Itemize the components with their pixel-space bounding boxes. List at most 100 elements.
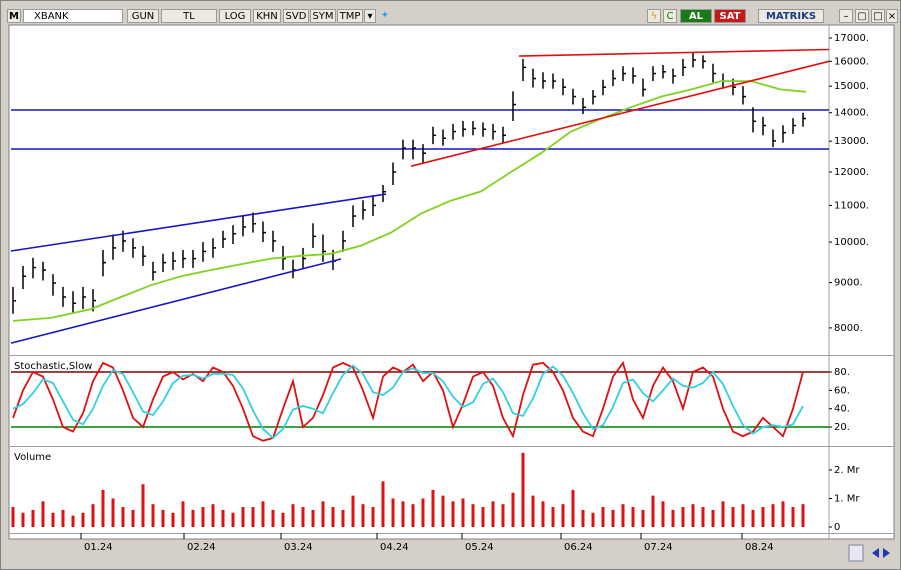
volume-bar — [201, 507, 205, 528]
y-tick-label: 8000. — [834, 323, 863, 334]
volume-bar — [161, 509, 165, 528]
volume-bar — [621, 504, 625, 528]
moving-average — [12, 80, 807, 322]
toolbar-button[interactable]: TL — [161, 9, 217, 23]
volume-bar — [351, 495, 355, 528]
buy-button[interactable]: AL — [680, 9, 712, 23]
volume-bar — [551, 507, 555, 528]
y-tick-label: 13000. — [834, 136, 869, 147]
symbol-field[interactable]: XBANK — [23, 9, 123, 23]
volume-bar — [501, 504, 505, 528]
volume-bar — [301, 507, 305, 528]
x-tick-label: 05.24 — [465, 542, 494, 553]
volume-bar — [221, 509, 225, 528]
volume-bar — [661, 501, 665, 528]
volume-bar — [61, 509, 65, 528]
y-tick-label: 20. — [834, 422, 850, 433]
volume-bar — [461, 498, 465, 528]
x-tick-label: 06.24 — [564, 542, 593, 553]
volume-bar — [791, 507, 795, 528]
panel-title: Stochastic,Slow — [14, 361, 92, 372]
volume-bar — [711, 509, 715, 528]
volume-bar — [51, 512, 55, 528]
dropdown[interactable]: ▾ — [364, 9, 376, 23]
volume-bar — [81, 512, 85, 528]
volume-bar — [511, 492, 515, 528]
volume-bar — [171, 512, 175, 528]
volume-bar — [611, 509, 615, 528]
volume-bar — [681, 507, 685, 528]
toolbar-button[interactable]: GUN — [127, 9, 159, 23]
volume-bar — [521, 452, 525, 528]
volume-bar — [91, 504, 95, 528]
logo[interactable]: M — [7, 9, 21, 23]
volume-bar — [541, 501, 545, 528]
volume-bar — [261, 501, 265, 528]
volume-bar — [731, 507, 735, 528]
y-tick-label: 15000. — [834, 81, 869, 92]
alert-icon[interactable]: ϟ — [647, 9, 661, 23]
volume-bar — [21, 512, 25, 528]
volume-bar — [701, 507, 705, 528]
y-tick-label: 40. — [834, 404, 850, 415]
volume-bar — [71, 515, 75, 528]
volume-bar — [181, 501, 185, 528]
share-icon[interactable]: ✦ — [380, 10, 390, 21]
volume-bar — [121, 507, 125, 528]
chart-area — [8, 24, 895, 540]
volume-bar — [131, 509, 135, 528]
volume-bar — [291, 504, 295, 528]
volume-bar — [151, 504, 155, 528]
volume-bar — [191, 509, 195, 528]
volume-bar — [571, 489, 575, 528]
volume-bar — [531, 495, 535, 528]
volume-bar — [771, 504, 775, 528]
x-tick-label: 07.24 — [644, 542, 673, 553]
volume-bar — [401, 501, 405, 528]
y-tick-label: 14000. — [834, 108, 869, 119]
y-tick-label: 0 — [834, 522, 840, 533]
volume-bar — [481, 507, 485, 528]
close[interactable]: × — [886, 9, 898, 23]
refresh-icon[interactable]: C — [663, 9, 677, 23]
maximize[interactable]: □ — [871, 9, 885, 23]
restore[interactable]: ▢ — [855, 9, 869, 23]
sync-button[interactable] — [848, 544, 864, 562]
scroll-left[interactable] — [872, 548, 879, 558]
volume-bar — [101, 489, 105, 528]
minimize[interactable]: – — [839, 9, 853, 23]
volume-bar — [451, 501, 455, 528]
y-tick-label: 10000. — [834, 237, 869, 248]
toolbar-button[interactable]: SVD — [283, 9, 309, 23]
x-tick-label: 03.24 — [284, 542, 313, 553]
toolbar-button[interactable]: LOG — [219, 9, 251, 23]
volume-bar — [341, 509, 345, 528]
toolbar-button[interactable]: KHN — [253, 9, 281, 23]
volume-bar — [741, 504, 745, 528]
volume-bar — [371, 507, 375, 528]
volume-bar — [111, 498, 115, 528]
y-tick-label: 80. — [834, 367, 850, 378]
volume-bar — [561, 504, 565, 528]
toolbar-button[interactable]: SYM — [310, 9, 336, 23]
scroll-right[interactable] — [883, 548, 890, 558]
trend-line — [10, 193, 387, 252]
volume-bar — [601, 507, 605, 528]
volume-bar — [321, 501, 325, 528]
y-tick-label: 17000. — [834, 33, 869, 44]
y-tick-label: 9000. — [834, 278, 863, 289]
volume-bar — [211, 504, 215, 528]
toolbar-button[interactable]: TMP — [337, 9, 363, 23]
volume-bar — [491, 501, 495, 528]
y-tick-label: 1. Mr — [834, 493, 860, 504]
sell-button[interactable]: SAT — [714, 9, 746, 23]
volume-bar — [691, 504, 695, 528]
trend-line — [10, 258, 342, 344]
volume-bar — [251, 507, 255, 528]
volume-bar — [641, 509, 645, 528]
volume-bar — [231, 512, 235, 528]
volume-bar — [421, 498, 425, 528]
volume-bar — [761, 507, 765, 528]
